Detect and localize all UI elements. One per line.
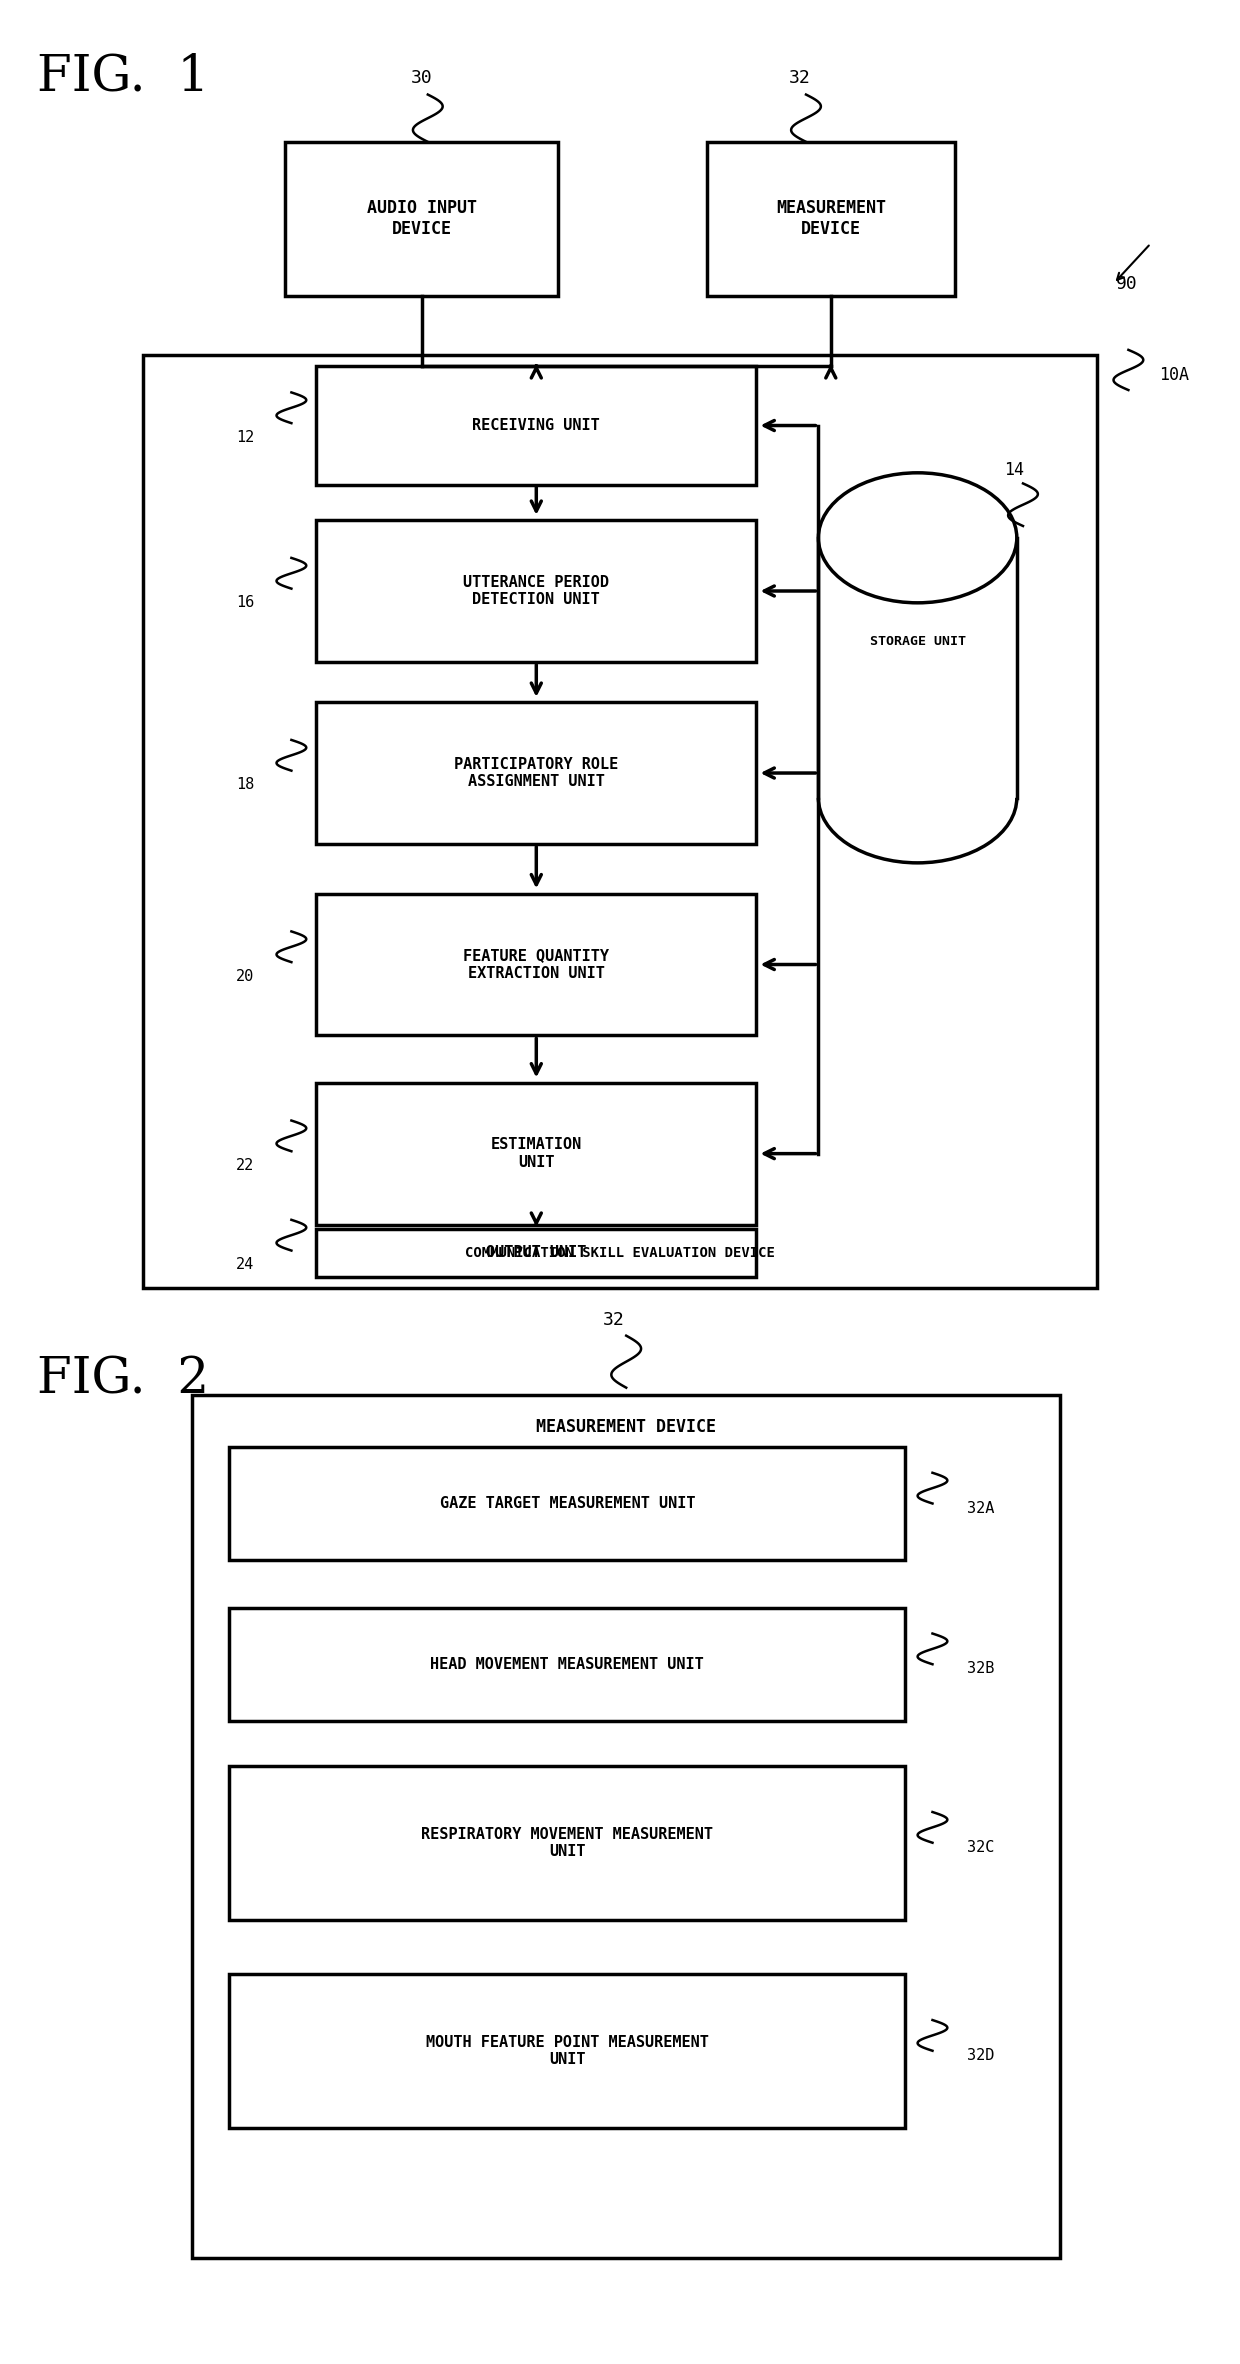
Text: 14: 14 [1004, 461, 1024, 478]
Bar [316, 894, 756, 1035]
Text: STORAGE UNIT: STORAGE UNIT [869, 636, 966, 648]
Text: COMMUNICATION SKILL EVALUATION DEVICE: COMMUNICATION SKILL EVALUATION DEVICE [465, 1246, 775, 1260]
Text: RESPIRATORY MOVEMENT MEASUREMENT
UNIT: RESPIRATORY MOVEMENT MEASUREMENT UNIT [422, 1827, 713, 1858]
Bar [229, 1447, 905, 1560]
Text: 32D: 32D [967, 2047, 994, 2064]
Text: 10A: 10A [1159, 366, 1189, 385]
Bar [316, 702, 756, 844]
Bar [316, 520, 756, 662]
Text: AUDIO INPUT
DEVICE: AUDIO INPUT DEVICE [367, 199, 476, 239]
Text: 32: 32 [789, 69, 811, 87]
Bar [229, 1608, 905, 1721]
Bar [316, 1083, 756, 1225]
Text: 32C: 32C [967, 1839, 994, 1856]
Text: 22: 22 [236, 1158, 254, 1173]
Text: 20: 20 [236, 969, 254, 983]
Bar [192, 1395, 1060, 2258]
Text: 16: 16 [236, 596, 254, 610]
Text: 90: 90 [1116, 274, 1138, 293]
Text: 32A: 32A [967, 1501, 994, 1515]
Bar [285, 142, 558, 296]
Text: 32: 32 [603, 1310, 625, 1329]
Text: FEATURE QUANTITY
EXTRACTION UNIT: FEATURE QUANTITY EXTRACTION UNIT [464, 948, 609, 981]
Text: ESTIMATION
UNIT: ESTIMATION UNIT [491, 1137, 582, 1170]
Text: 18: 18 [236, 778, 254, 792]
Bar [316, 366, 756, 485]
Text: FIG.  2: FIG. 2 [37, 1355, 210, 1404]
Text: MOUTH FEATURE POINT MEASUREMENT
UNIT: MOUTH FEATURE POINT MEASUREMENT UNIT [425, 2035, 709, 2066]
Text: 30: 30 [410, 69, 433, 87]
Bar [143, 355, 1097, 1288]
Text: GAZE TARGET MEASUREMENT UNIT: GAZE TARGET MEASUREMENT UNIT [439, 1496, 696, 1511]
Text: MEASUREMENT DEVICE: MEASUREMENT DEVICE [536, 1418, 717, 1437]
Text: UTTERANCE PERIOD
DETECTION UNIT: UTTERANCE PERIOD DETECTION UNIT [464, 574, 609, 608]
Text: PARTICIPATORY ROLE
ASSIGNMENT UNIT: PARTICIPATORY ROLE ASSIGNMENT UNIT [454, 756, 619, 790]
Text: MEASUREMENT
DEVICE: MEASUREMENT DEVICE [776, 199, 885, 239]
Text: RECEIVING UNIT: RECEIVING UNIT [472, 418, 600, 433]
Text: FIG.  1: FIG. 1 [37, 52, 210, 102]
Bar [229, 1766, 905, 1920]
Bar [229, 1974, 905, 2128]
Bar [316, 1229, 756, 1277]
Ellipse shape [818, 473, 1017, 603]
Text: OUTPUT UNIT: OUTPUT UNIT [486, 1246, 587, 1260]
Text: HEAD MOVEMENT MEASUREMENT UNIT: HEAD MOVEMENT MEASUREMENT UNIT [430, 1657, 704, 1671]
Text: 12: 12 [236, 430, 254, 444]
Text: 32B: 32B [967, 1662, 994, 1676]
Text: 24: 24 [236, 1258, 254, 1272]
Bar [707, 142, 955, 296]
